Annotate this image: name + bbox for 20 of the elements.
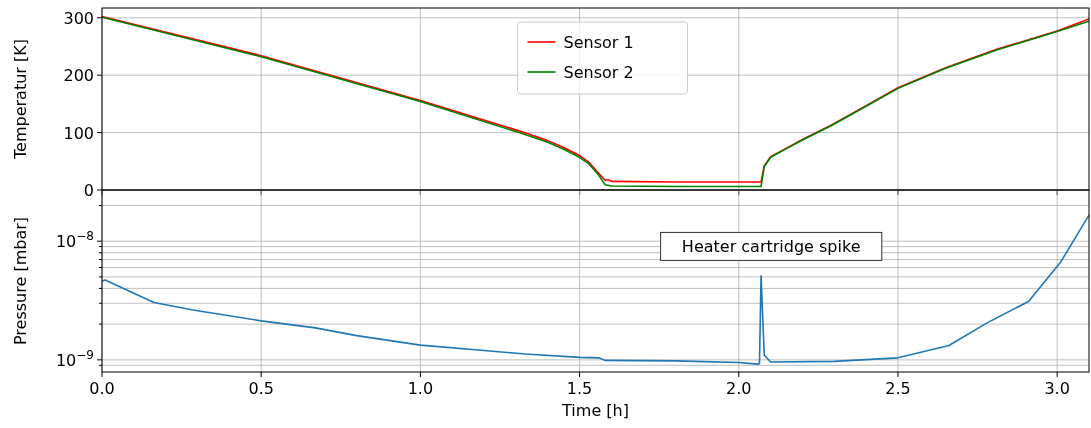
- x-axis-title: Time [h]: [561, 401, 629, 420]
- y-tick-label: 300: [63, 8, 94, 28]
- x-tick-label: 0.0: [89, 379, 115, 398]
- legend-label: Sensor 1: [563, 33, 634, 52]
- line-series: [102, 214, 1089, 365]
- legend-label: Sensor 2: [563, 63, 634, 82]
- y-axis-title: Temperatur [K]: [11, 39, 30, 160]
- y-tick-label: 100: [63, 123, 94, 143]
- x-tick-label: 3.0: [1044, 379, 1070, 398]
- annotation: Heater cartridge spike: [681, 237, 861, 257]
- x-tick-label: 2.0: [726, 379, 752, 398]
- x-tick-label: 1.5: [566, 379, 593, 398]
- y-tick-label: 0: [83, 181, 94, 200]
- x-tick-label: 1.0: [407, 379, 434, 398]
- y-axis-title: Pressure [mbar]: [11, 216, 30, 346]
- x-tick-label: 0.5: [248, 379, 274, 398]
- y-tick-label: 200: [63, 66, 94, 86]
- y-tick-label: 10$^{−9}$: [55, 347, 94, 370]
- y-tick-label: 10$^{−8}$: [55, 229, 94, 252]
- x-tick-label: 2.5: [885, 379, 911, 398]
